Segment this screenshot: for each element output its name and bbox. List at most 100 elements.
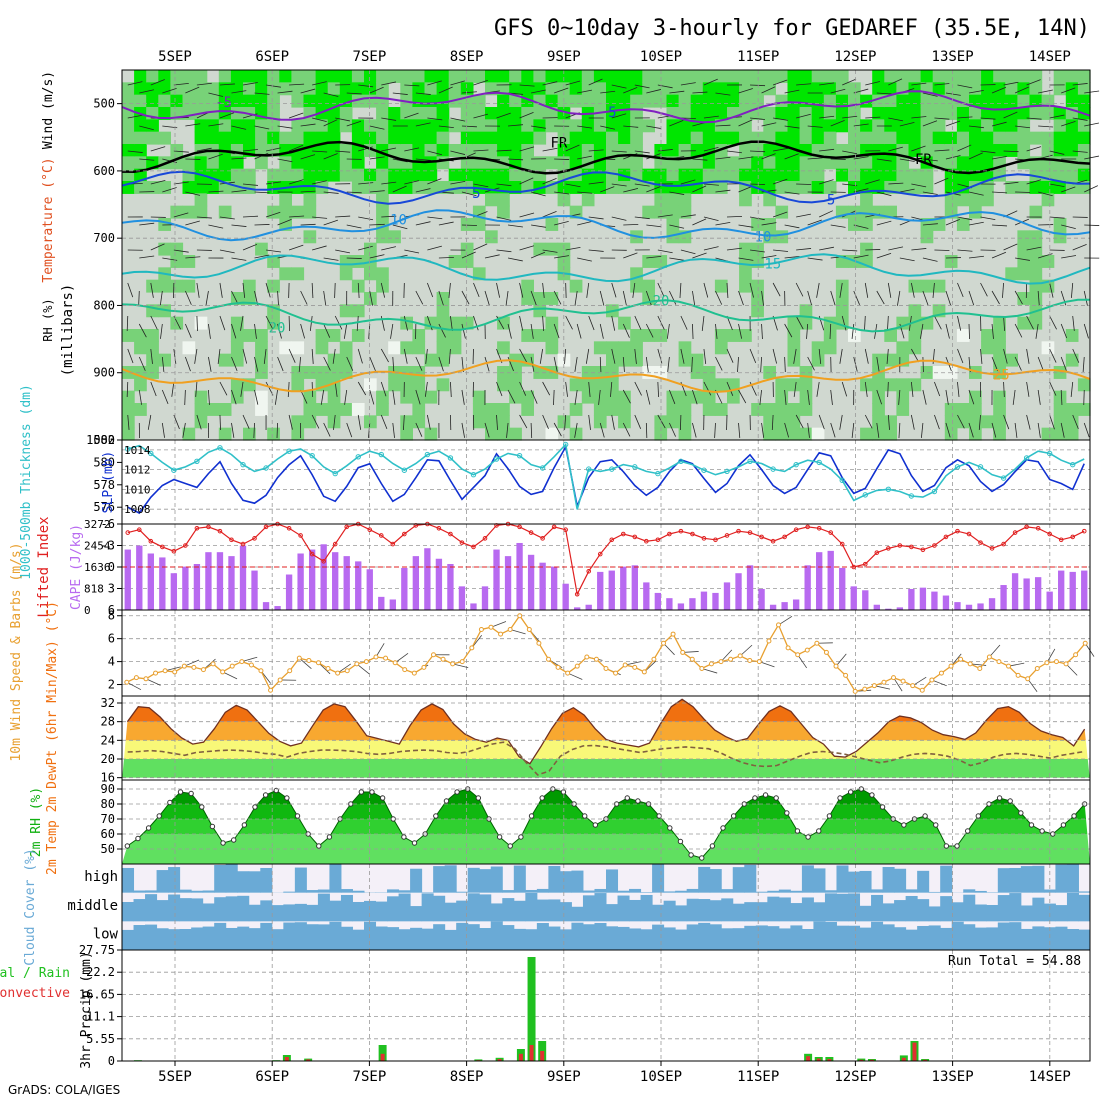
cloud-cell: [294, 867, 307, 893]
rh-cell: [291, 70, 305, 83]
wind-barb: [864, 282, 869, 298]
wind-barb: [519, 414, 528, 429]
rh-cell: [460, 316, 474, 330]
rh-cell: [884, 205, 897, 219]
rh-cell: [1077, 168, 1091, 182]
rh-cell: [194, 82, 208, 96]
rh-cell: [472, 403, 486, 416]
wind-barb: [196, 315, 198, 332]
rh-cell: [327, 82, 341, 96]
rh-cell: [787, 316, 801, 330]
cape-bar: [216, 552, 224, 610]
rh-cell: [545, 156, 559, 170]
wind-barb: [829, 323, 832, 340]
rh-cell: [509, 378, 522, 392]
rh-cell: [944, 107, 958, 120]
rh-cell: [981, 107, 994, 120]
wind-speed-point: [584, 654, 590, 660]
wind-barb: [554, 255, 570, 259]
rh-cell: [666, 403, 680, 416]
rh-cell: [751, 279, 764, 293]
wind-speed-point: [459, 659, 465, 665]
wind-barb: [1072, 117, 1088, 121]
rh-cell: [424, 427, 438, 441]
rh-cell: [593, 119, 607, 133]
wind-barb: [586, 282, 590, 298]
wind-speed-point: [938, 670, 944, 676]
wind-speed-point: [124, 679, 130, 685]
lifted-index-point: [609, 537, 615, 543]
wind-barb: [623, 87, 638, 94]
rh-cell: [799, 427, 813, 441]
rh-cell: [424, 353, 438, 367]
wind-barb: [679, 282, 682, 298]
rh-cell: [860, 156, 873, 170]
rh-cell: [569, 403, 583, 416]
lifted-index-point: [160, 544, 165, 550]
rh-cell: [182, 94, 196, 108]
cloud-cell: [179, 889, 192, 893]
wind-barb: [484, 254, 500, 259]
wind-barb: [761, 323, 763, 339]
wind-barb: [346, 224, 362, 229]
wind-barb: [1084, 185, 1099, 193]
cloud-cell: [871, 889, 884, 893]
rh-cell: [339, 341, 353, 355]
rh-cell: [969, 427, 982, 441]
thickness-point: [793, 461, 799, 468]
wind-speed-point: [277, 677, 283, 683]
rh-cell: [884, 378, 897, 392]
wind-speed-point: [507, 626, 513, 632]
top-date-label: 13SEP: [932, 49, 974, 65]
rh-cell: [799, 390, 813, 404]
wind-barb: [300, 389, 308, 404]
rh-cell: [218, 205, 232, 219]
rh-cell: [545, 292, 559, 305]
cloud-cell: [617, 895, 630, 922]
cloud-cell: [145, 894, 158, 922]
wind-barb: [265, 84, 281, 88]
cloud-cell: [375, 926, 388, 950]
wind-barb: [807, 125, 823, 128]
wind-barb: [807, 389, 810, 405]
rh-cell: [581, 94, 595, 108]
wind-barb: [623, 125, 639, 128]
wind-speed-point: [670, 631, 676, 637]
cape-bar: [493, 549, 500, 610]
wind-barb: [577, 221, 592, 226]
rh-cell: [1053, 415, 1067, 429]
cloud-cell: [1078, 894, 1091, 922]
rh-cell: [424, 119, 438, 133]
wind-barb: [1084, 155, 1100, 160]
rh-cell: [436, 82, 450, 96]
wind-barb: [1026, 381, 1030, 397]
rh-cell: [497, 316, 510, 330]
rh-cell: [521, 292, 534, 305]
rh-cell: [194, 193, 208, 207]
y-tick-label: 16: [101, 771, 115, 785]
rh-cell: [763, 427, 776, 441]
wind-barb: [842, 249, 858, 252]
cloud-cell: [444, 929, 457, 950]
cape-bar: [239, 545, 247, 610]
wind-barb: [830, 290, 836, 306]
wind-barb: [599, 323, 604, 339]
rh-cell: [981, 94, 994, 108]
wind-barb: [646, 125, 662, 129]
wind-barb: [438, 256, 454, 259]
rh-cell: [678, 427, 692, 441]
rh-cell: [678, 131, 692, 145]
wind-barb: [231, 90, 247, 94]
cloud-cell: [836, 865, 849, 893]
wind-barb: [208, 389, 210, 405]
wind-barb: [610, 381, 613, 397]
cloud-cell: [813, 921, 826, 950]
y-tick-label: -3: [101, 539, 115, 553]
wind-barb: [968, 422, 974, 438]
rh-cell: [1053, 131, 1067, 145]
wind-speed-point: [728, 656, 734, 662]
rh-cell: [884, 329, 897, 342]
rh-cell: [472, 70, 486, 83]
rh-cell: [436, 292, 450, 305]
rh-cell: [727, 156, 740, 170]
